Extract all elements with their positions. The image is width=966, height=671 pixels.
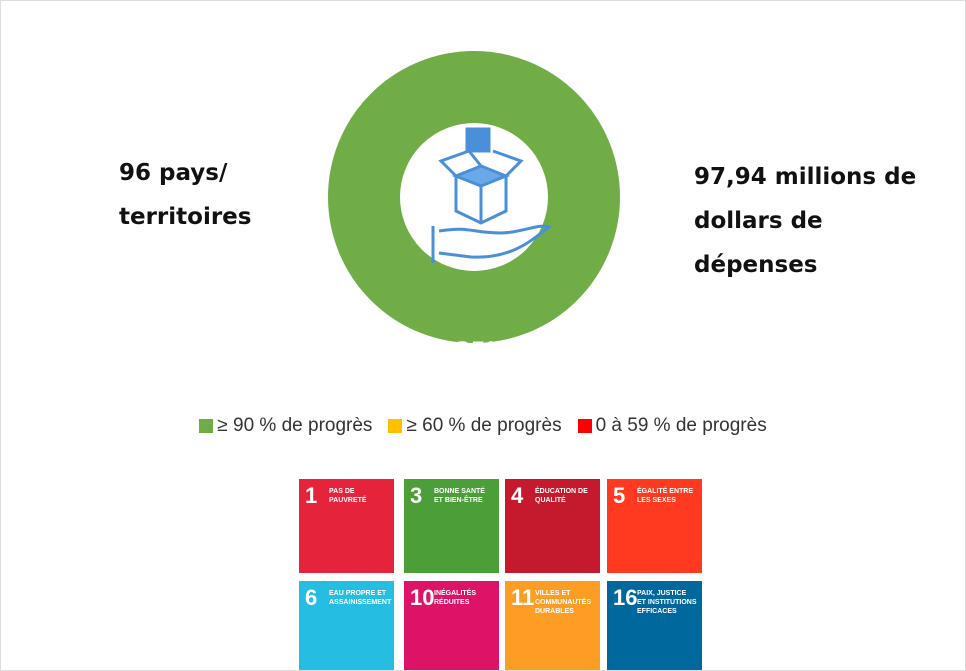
goal-number: 10 — [410, 585, 435, 610]
goal-tile: 11 VILLES ET COMMUNAUTÉS DURABLES — [505, 581, 600, 670]
goal-label: INÉGALITÉS RÉDUITES — [434, 590, 477, 606]
goal-tile: 10 INÉGALITÉS RÉDUITES — [404, 581, 499, 670]
goal-tile: 4 ÉDUCATION DE QUALITÉ — [505, 479, 600, 573]
goal-number: 3 — [410, 483, 423, 508]
text-line: dépenses — [694, 252, 818, 278]
goal-label: PAIX, JUSTICE ET INSTITUTIONS EFFICACES — [637, 590, 697, 615]
legend-label: ≥ 90 % de progrès — [217, 415, 373, 436]
legend-swatch — [199, 419, 214, 433]
goal-number: 1 — [305, 483, 318, 508]
legend-item: 0 à 59 % de progrès — [577, 415, 767, 437]
goal-tile: 3 BONNE SANTÉ ET BIEN-ÊTRE — [404, 479, 499, 573]
text-line: 97,94 millions de — [694, 164, 917, 190]
goal-number: 11 — [511, 585, 535, 610]
goal-label: PAS DE PAUVRETÉ — [329, 488, 367, 504]
goal-number: 5 — [613, 483, 626, 508]
goal-number: 4 — [511, 483, 524, 508]
goal-label: EAU PROPRE ET ASSAINISSEMENT — [329, 590, 392, 606]
box-hand-icon — [431, 127, 552, 263]
goal-label: VILLES ET COMMUNAUTÉS DURABLES — [535, 590, 591, 615]
expenses-text: 97,94 millions de dollars de dépenses — [694, 155, 916, 287]
donut-ring — [328, 51, 620, 343]
goal-label: ÉDUCATION DE QUALITÉ — [535, 488, 588, 504]
goal-tile: 5 ÉGALITÉ ENTRE LES SEXES — [607, 479, 702, 573]
donut-graphic: 135% — [328, 51, 620, 364]
legend-label: ≥ 60 % de progrès — [406, 415, 562, 436]
goal-label: ÉGALITÉ ENTRE LES SEXES — [637, 488, 694, 504]
goal-tile: 16 PAIX, JUSTICE ET INSTITUTIONS EFFICACE… — [607, 581, 702, 670]
text-line: territoires — [119, 204, 252, 230]
legend: ≥ 90 % de progrès ≥ 60 % de progrès 0 à 59… — [1, 415, 965, 437]
goal-number: 6 — [305, 585, 318, 610]
goal-label: BONNE SANTÉ ET BIEN-ÊTRE — [434, 488, 485, 504]
text-line: dollars de — [694, 208, 823, 234]
countries-text: 96 pays/territoires — [119, 151, 251, 239]
legend-item: ≥ 60 % de progrès — [388, 415, 562, 437]
legend-item: ≥ 90 % de progrès — [199, 415, 372, 437]
legend-swatch — [577, 419, 592, 433]
text-line: 96 pays/ — [119, 160, 228, 186]
goal-number: 16 — [613, 585, 638, 610]
donut-label: 135% — [440, 339, 508, 364]
goal-tile: 6 EAU PROPRE ET ASSAINISSEMENT — [299, 581, 394, 670]
goal-tile: 1 PAS DE PAUVRETÉ — [299, 479, 394, 573]
legend-swatch — [388, 419, 403, 433]
legend-label: 0 à 59 % de progrès — [595, 415, 767, 436]
